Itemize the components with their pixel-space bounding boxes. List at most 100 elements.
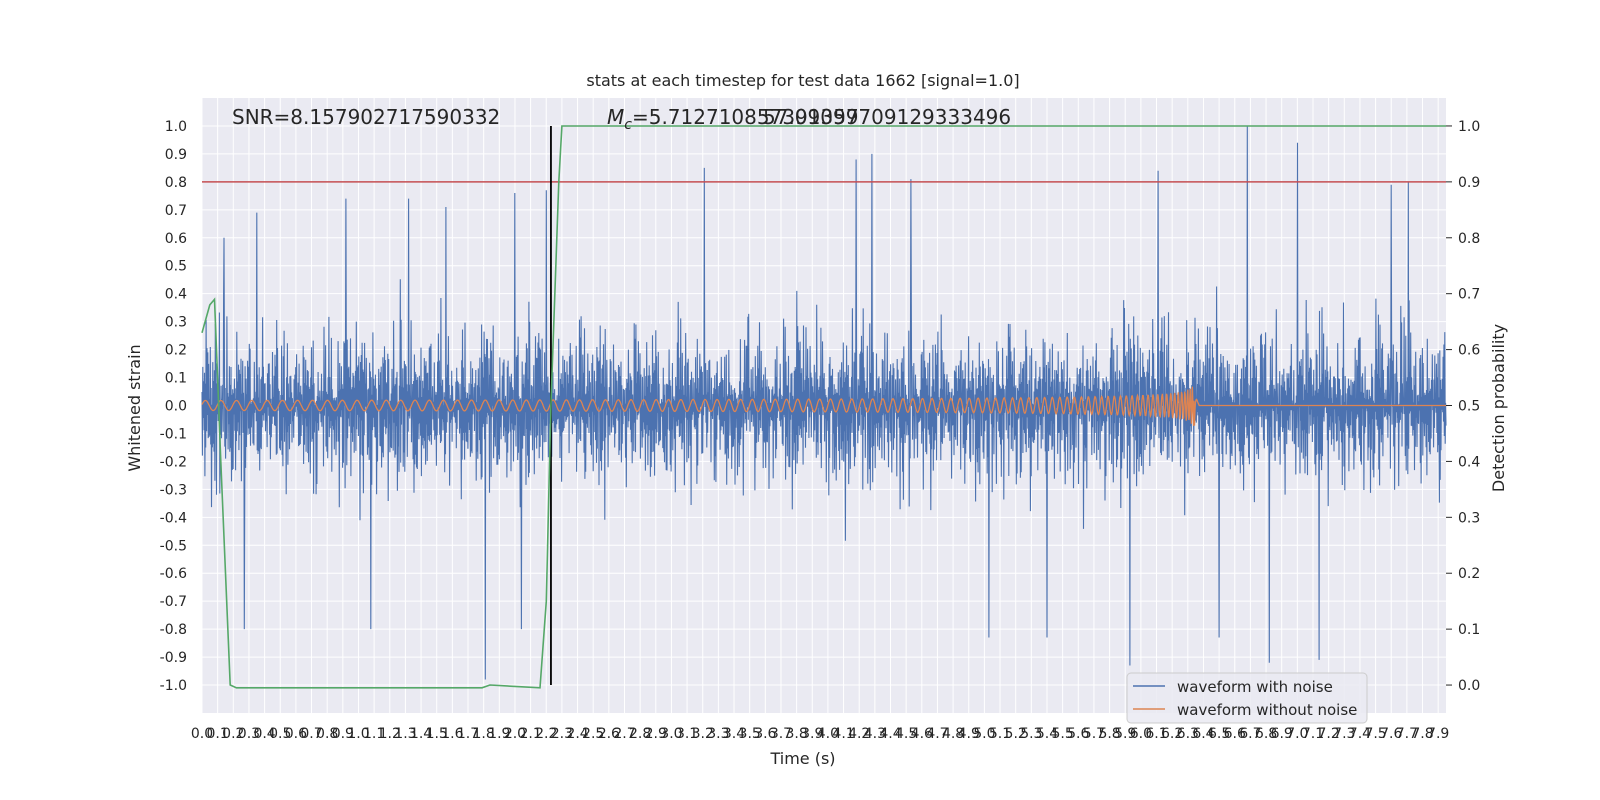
x-tick-label: 6.3 xyxy=(1177,726,1199,742)
x-tick-label: 3.5 xyxy=(739,726,761,742)
chirp-mass-value: =5.712710857391357 xyxy=(632,105,859,129)
x-tick-label: 1.6 xyxy=(441,726,463,742)
x-tick-label: 3.1 xyxy=(676,726,698,742)
x-tick-label: 2.4 xyxy=(566,726,588,742)
x-tick-label: 1.5 xyxy=(426,726,448,742)
waveform-without-noise-line xyxy=(201,386,1446,426)
x-tick-label: 4.3 xyxy=(864,726,886,742)
y-tick-label: 0.1 xyxy=(165,371,187,387)
chirp-mass-symbol: M xyxy=(607,105,624,129)
y-tick-label: 0.3 xyxy=(165,315,187,331)
detection-probability-line xyxy=(201,125,1446,689)
chirp-mass-subscript: c xyxy=(624,117,632,133)
x-tick-label: 2.0 xyxy=(504,726,526,742)
y2-tick-label: 0.9 xyxy=(1458,175,1480,191)
y2-tick-label: 0.7 xyxy=(1458,287,1480,303)
y-tick-label: -0.3 xyxy=(160,482,187,498)
x-tick-label: 6.9 xyxy=(1271,726,1293,742)
x-tick-label: 0.3 xyxy=(238,726,260,742)
y-tick-label: 0.7 xyxy=(165,203,187,219)
y-tick-label: -0.7 xyxy=(160,594,187,610)
x-tick-label: 5.1 xyxy=(989,726,1011,742)
x-tick-label: 0.7 xyxy=(300,726,322,742)
y2-tick-label: 1.0 xyxy=(1458,119,1480,135)
y-tick-label: 0.0 xyxy=(165,399,187,415)
x-tick-label: 3.6 xyxy=(754,726,776,742)
y-tick-label: 0.5 xyxy=(165,259,187,275)
y-tick-label: -0.2 xyxy=(160,454,187,470)
x-tick-label: 3.4 xyxy=(723,726,745,742)
legend-label-noise: waveform with noise xyxy=(1177,678,1333,696)
y2-tick-label: 0.2 xyxy=(1458,566,1480,582)
waveform-with-noise-line xyxy=(201,125,1447,680)
axis-ticks: 0.00.10.20.30.40.50.60.70.80.91.01.11.21… xyxy=(160,119,1481,742)
x-tick-label: 6.2 xyxy=(1161,726,1183,742)
y2-tick-label: 0.1 xyxy=(1458,622,1480,638)
x-tick-label: 6.8 xyxy=(1255,726,1277,742)
x-tick-label: 4.7 xyxy=(926,726,948,742)
x-tick-label: 0.8 xyxy=(316,726,338,742)
x-tick-label: 4.9 xyxy=(958,726,980,742)
overlapping-annotation: 57.09099709129333496 xyxy=(763,105,1011,129)
x-tick-label: 1.0 xyxy=(347,726,369,742)
x-tick-label: 7.8 xyxy=(1411,726,1433,742)
x-tick-label: 6.5 xyxy=(1208,726,1230,742)
x-tick-label: 6.4 xyxy=(1192,726,1214,742)
x-tick-label: 3.9 xyxy=(801,726,823,742)
x-tick-label: 2.2 xyxy=(535,726,557,742)
y-tick-label: 0.8 xyxy=(165,175,187,191)
x-tick-label: 7.7 xyxy=(1396,726,1418,742)
x-tick-label: 6.6 xyxy=(1224,726,1246,742)
x-tick-label: 5.4 xyxy=(1036,726,1058,742)
legend-box xyxy=(1126,672,1368,724)
x-tick-label: 3.3 xyxy=(707,726,729,742)
y2-tick-label: 0.6 xyxy=(1458,343,1480,359)
x-tick-label: 2.6 xyxy=(598,726,620,742)
x-tick-label: 5.7 xyxy=(1083,726,1105,742)
y-tick-label: -0.1 xyxy=(160,426,187,442)
chart-title: stats at each timestep for test data 166… xyxy=(586,71,1019,90)
y-tick-label: -0.6 xyxy=(160,566,187,582)
x-tick-label: 1.1 xyxy=(363,726,385,742)
x-tick-label: 0.1 xyxy=(207,726,229,742)
x-tick-label: 7.6 xyxy=(1380,726,1402,742)
x-tick-label: 4.6 xyxy=(911,726,933,742)
y-tick-label: -0.9 xyxy=(160,650,187,666)
x-tick-label: 7.1 xyxy=(1302,726,1324,742)
x-tick-label: 3.2 xyxy=(692,726,714,742)
legend-label-clean: waveform without noise xyxy=(1177,701,1357,719)
x-tick-label: 3.7 xyxy=(770,726,792,742)
x-tick-label: 5.8 xyxy=(1098,726,1120,742)
x-tick-label: 5.5 xyxy=(1051,726,1073,742)
x-tick-label: 6.0 xyxy=(1130,726,1152,742)
x-tick-label: 1.9 xyxy=(488,726,510,742)
x-tick-label: 2.8 xyxy=(629,726,651,742)
x-tick-label: 4.5 xyxy=(895,726,917,742)
x-tick-label: 2.9 xyxy=(645,726,667,742)
x-tick-label: 0.6 xyxy=(285,726,307,742)
x-tick-label: 2.5 xyxy=(582,726,604,742)
x-tick-label: 7.9 xyxy=(1427,726,1449,742)
x-tick-label: 1.7 xyxy=(457,726,479,742)
x-tick-label: 5.0 xyxy=(973,726,995,742)
y2-tick-label: 0.4 xyxy=(1458,454,1480,470)
x-tick-label: 7.3 xyxy=(1333,726,1355,742)
x-tick-label: 6.7 xyxy=(1239,726,1261,742)
x-axis-label: Time (s) xyxy=(769,749,835,768)
x-tick-label: 7.5 xyxy=(1364,726,1386,742)
y-tick-label: -0.8 xyxy=(160,622,187,638)
y-tick-label: -1.0 xyxy=(160,678,187,694)
y-tick-label: 1.0 xyxy=(165,119,187,135)
x-tick-label: 2.3 xyxy=(551,726,573,742)
x-tick-label: 1.4 xyxy=(410,726,432,742)
x-tick-label: 1.2 xyxy=(379,726,401,742)
x-tick-label: 5.3 xyxy=(1020,726,1042,742)
y2-tick-label: 0.0 xyxy=(1458,678,1480,694)
y-tick-label: 0.2 xyxy=(165,343,187,359)
x-tick-label: 7.0 xyxy=(1286,726,1308,742)
y-tick-label: -0.5 xyxy=(160,538,187,554)
x-tick-label: 3.8 xyxy=(785,726,807,742)
y-tick-label: -0.4 xyxy=(160,510,187,526)
x-tick-label: 0.2 xyxy=(222,726,244,742)
